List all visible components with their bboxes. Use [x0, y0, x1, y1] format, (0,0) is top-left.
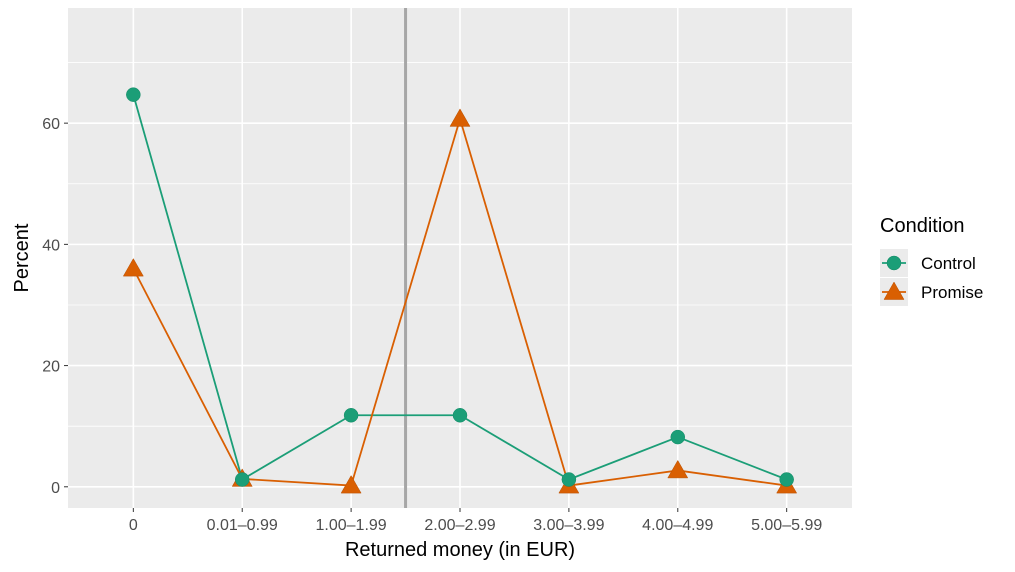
x-tick-label: 4.00–4.99 — [642, 517, 713, 534]
control-point — [234, 472, 250, 487]
control-point — [561, 472, 577, 487]
x-tick-label: 3.00–3.99 — [533, 517, 604, 534]
x-tick-label: 5.00–5.99 — [751, 517, 822, 534]
y-axis-ticks: 0 20 40 60 — [42, 116, 68, 497]
legend-control-marker — [886, 255, 902, 271]
legend-label-control: Control — [921, 254, 976, 273]
x-axis-title: Returned money (in EUR) — [345, 539, 575, 561]
y-tick-label: 40 — [42, 237, 60, 254]
control-point — [670, 429, 686, 445]
control-point — [452, 408, 468, 423]
x-tick-label: 0 — [129, 517, 138, 534]
x-tick-label: 1.00–1.99 — [316, 517, 387, 534]
legend-promise-marker — [883, 281, 905, 300]
x-tick-label: 0.01–0.99 — [207, 517, 278, 534]
legend-label-promise: Promise — [921, 283, 983, 302]
promise-point — [340, 475, 362, 494]
y-tick-label: 60 — [42, 116, 60, 133]
data-markers — [122, 87, 798, 494]
promise-point — [667, 459, 689, 479]
legend: Condition Control Promise — [880, 215, 983, 306]
control-point — [126, 87, 141, 102]
x-tick-label: 2.00–2.99 — [424, 517, 495, 534]
control-point — [779, 472, 794, 487]
x-axis-ticks: 0 0.01–0.99 1.00–1.99 2.00–2.99 3.00–3.99 4.0… — [129, 508, 822, 534]
y-tick-label: 0 — [51, 480, 60, 497]
y-tick-label: 20 — [42, 359, 60, 376]
promise-point — [122, 258, 144, 277]
control-point — [343, 408, 359, 423]
promise-point — [449, 108, 471, 127]
y-axis-title: Percent — [11, 223, 33, 292]
legend-title: Condition — [880, 215, 965, 237]
